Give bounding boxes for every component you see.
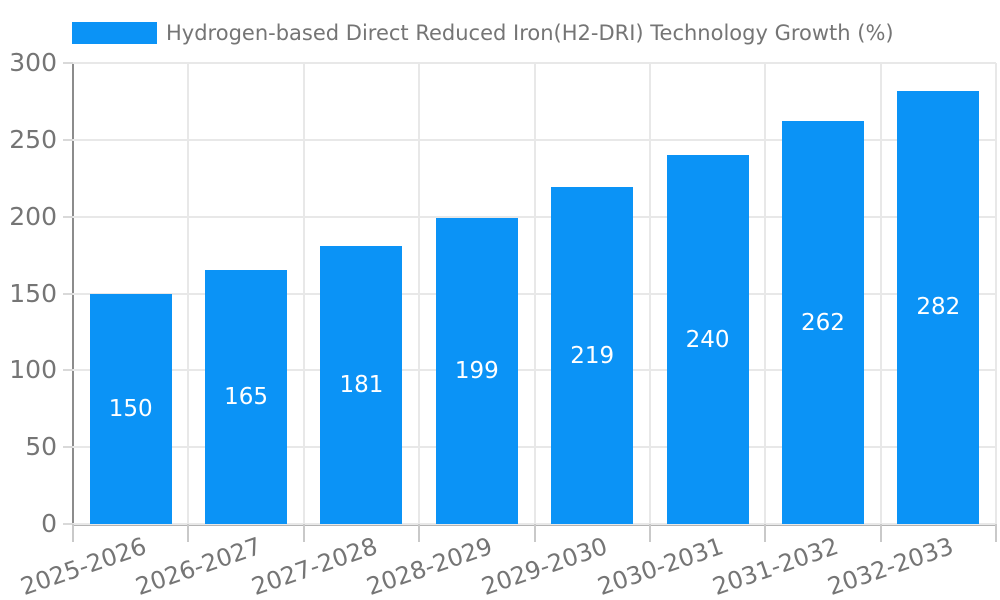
- x-tick-label: 2028-2029: [363, 532, 496, 600]
- x-tick-label: 2027-2028: [247, 532, 381, 600]
- bar-value-label: 181: [339, 371, 384, 398]
- x-axis-tick: [648, 524, 651, 542]
- y-axis-tick: [63, 215, 73, 218]
- v-gridline: [302, 63, 305, 524]
- bar-value-label: 282: [916, 294, 961, 321]
- bar: 181: [320, 245, 403, 524]
- y-tick-label: 50: [25, 432, 57, 462]
- bar-value-label: 262: [800, 309, 845, 336]
- y-tick-label: 200: [9, 201, 57, 231]
- bar-value-label: 150: [108, 395, 153, 422]
- bar-value-label: 219: [570, 342, 615, 369]
- v-gridline: [533, 63, 536, 524]
- bar: 282: [897, 90, 980, 524]
- x-axis-tick: [187, 524, 190, 542]
- y-tick-label: 0: [41, 509, 57, 538]
- x-axis-tick: [764, 524, 767, 542]
- y-axis-tick: [63, 369, 73, 372]
- x-tick-label: 2029-2030: [478, 532, 612, 600]
- x-tick-label: 2025-2026: [16, 532, 150, 600]
- bar: 219: [551, 187, 634, 524]
- x-axis-tick: [879, 524, 882, 542]
- v-gridline: [995, 63, 997, 524]
- v-gridline: [648, 63, 651, 524]
- y-axis-tick: [63, 292, 73, 295]
- x-axis-tick: [533, 524, 536, 542]
- y-tick-label: 150: [9, 278, 57, 308]
- v-gridline: [764, 63, 767, 524]
- y-tick-label: 250: [9, 124, 57, 154]
- bar-value-label: 165: [224, 384, 269, 411]
- x-axis-tick: [995, 524, 997, 542]
- x-tick-label: 2026-2027: [132, 532, 266, 600]
- y-axis-tick: [63, 523, 73, 525]
- bar: 150: [89, 293, 172, 524]
- y-axis-tick: [63, 62, 73, 64]
- legend: Hydrogen-based Direct Reduced Iron(H2-DR…: [72, 20, 894, 46]
- x-axis-tick: [302, 524, 305, 542]
- x-tick-label: 2030-2031: [593, 532, 727, 600]
- v-gridline: [187, 63, 190, 524]
- v-gridline: [418, 63, 421, 524]
- x-axis-tick: [418, 524, 421, 542]
- x-tick-label: 2032-2033: [824, 532, 958, 600]
- bar: 262: [781, 121, 864, 524]
- bar-value-label: 240: [685, 326, 730, 353]
- y-tick-label: 100: [9, 355, 57, 385]
- bar: 199: [435, 218, 518, 524]
- plot-area: 0 50 100 150 200 250 300 150 165 181 199 219 240 262 2…: [9, 48, 997, 600]
- y-axis-tick: [63, 446, 73, 449]
- legend-swatch-icon: [72, 22, 157, 44]
- legend-label: Hydrogen-based Direct Reduced Iron(H2-DR…: [166, 21, 894, 45]
- v-gridline: [879, 63, 882, 524]
- bar: 240: [666, 155, 749, 524]
- bar-value-label: 199: [454, 358, 499, 385]
- y-axis-tick: [63, 138, 73, 141]
- bar: 165: [205, 270, 288, 524]
- x-axis-tick: [72, 524, 74, 542]
- y-tick-label: 300: [9, 48, 57, 77]
- x-tick-label: 2031-2032: [709, 532, 843, 600]
